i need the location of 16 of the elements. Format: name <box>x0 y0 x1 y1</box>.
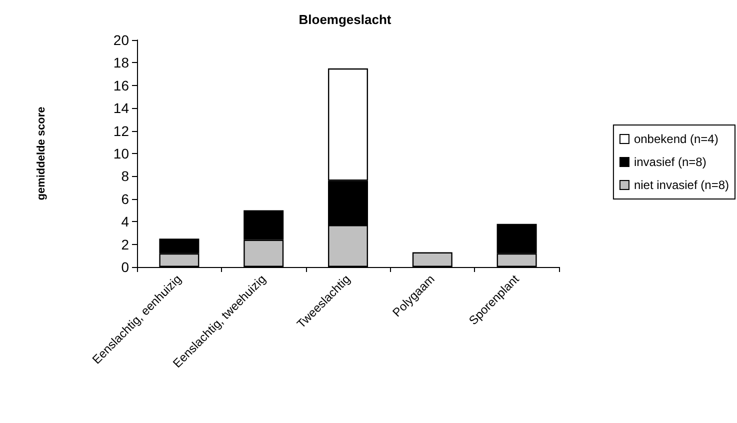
y-tick-label: 0 <box>121 259 130 275</box>
y-tick-label: 14 <box>113 100 130 116</box>
y-tick-label: 10 <box>113 146 130 162</box>
y-tick-label: 16 <box>113 77 130 94</box>
y-axis-title: gemiddelde score <box>36 106 48 200</box>
y-tick-label: 6 <box>121 190 130 207</box>
legend-label: niet invasief (n=8) <box>634 178 730 192</box>
y-tick-label: 8 <box>121 168 130 184</box>
legend-label: onbekend (n=4) <box>634 132 718 146</box>
chart-title: Bloemgeslacht <box>298 12 392 27</box>
legend-label: invasief (n=8) <box>634 155 706 169</box>
y-tick-label: 4 <box>121 214 130 230</box>
y-tick-label: 18 <box>113 54 130 71</box>
y-tick-label: 2 <box>121 236 130 252</box>
y-tick-label: 20 <box>113 32 130 48</box>
y-tick-label: 12 <box>113 122 130 139</box>
